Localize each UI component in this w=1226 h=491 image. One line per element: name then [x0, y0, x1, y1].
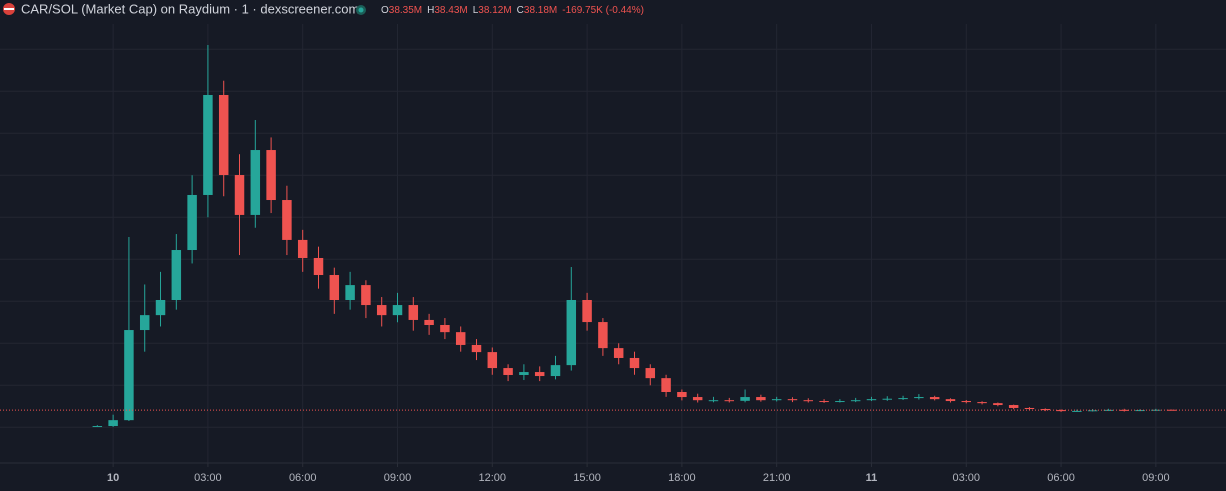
candle-body [771, 399, 782, 401]
x-tick-label: 10 [107, 472, 119, 484]
candle-body [1087, 410, 1098, 412]
candle-body [850, 400, 861, 402]
candle-body [471, 344, 482, 353]
x-tick-label: 03:00 [952, 472, 980, 484]
candle-body [993, 403, 1003, 406]
candle-body [455, 332, 466, 345]
candle-body [503, 368, 513, 375]
candle-body [1008, 405, 1019, 408]
legend-key: H [427, 5, 434, 16]
ohlc-legend: O38.35M H38.43M L38.12M C38.18M -169.75K (-0… [381, 5, 644, 16]
legend-key: O [381, 5, 389, 16]
candle-body [297, 239, 308, 258]
candle-body [1024, 407, 1035, 410]
candle-body [914, 397, 924, 399]
candle-body [929, 397, 940, 400]
candle-body [566, 300, 577, 366]
candle-body [139, 315, 150, 331]
candle-body [92, 426, 103, 428]
candle-body [756, 397, 766, 401]
x-tick-label: 18:00 [668, 472, 696, 484]
x-tick-label: 09:00 [384, 472, 412, 484]
candle-body [598, 322, 608, 349]
candle-body [692, 397, 703, 401]
x-tick-label: 15:00 [573, 472, 601, 484]
candle-body [1072, 410, 1082, 412]
candle-body [519, 372, 529, 375]
candle-body [487, 352, 498, 369]
candle-body [282, 200, 292, 240]
candle-body [724, 400, 735, 402]
candle-body [313, 257, 324, 276]
legend-value: 38.43M [434, 5, 467, 16]
candle-body [1166, 409, 1177, 411]
x-tick-label: 06:00 [1047, 472, 1075, 484]
x-tick-label: 03:00 [194, 472, 222, 484]
candle-body [961, 401, 972, 403]
candle-body [582, 300, 592, 323]
status-dot [358, 7, 364, 13]
candle-body [187, 194, 197, 251]
candle-body [108, 420, 118, 427]
candle-body [677, 392, 687, 398]
candle-body [945, 399, 956, 402]
candle-body [392, 305, 403, 316]
candle-body [124, 330, 134, 421]
candle-body [1119, 409, 1129, 411]
candle-body [898, 398, 908, 400]
legend-value: 38.35M [389, 5, 422, 16]
candle-body [866, 399, 877, 401]
candle-body [534, 372, 545, 377]
candle-body [218, 94, 229, 176]
legend-value: 38.12M [478, 5, 511, 16]
candle-body [787, 399, 798, 401]
candle-body [550, 365, 561, 377]
candle-body [361, 285, 371, 306]
candle-body [835, 401, 845, 403]
candle-body [203, 94, 213, 195]
candle-body [1040, 409, 1050, 411]
candle-body [740, 397, 750, 401]
chart-title: CAR/SOL (Market Cap) on Raydium · 1 · de… [21, 1, 359, 16]
candle-body [1056, 410, 1066, 412]
x-tick-label: 11 [866, 472, 878, 484]
candle-body [803, 400, 814, 402]
candle-body [345, 285, 355, 301]
candle-body [661, 378, 671, 393]
plot-area [0, 45, 1226, 428]
candle-body [440, 324, 450, 333]
candle-body [977, 402, 987, 404]
candle-body [171, 250, 182, 301]
x-tick-label: 21:00 [763, 472, 791, 484]
x-tick-label: 06:00 [289, 472, 317, 484]
legend-key: L [473, 5, 479, 16]
candle-body [819, 401, 829, 403]
x-tick-label: 09:00 [1142, 472, 1170, 484]
candle-body [266, 150, 276, 201]
candle-body [882, 398, 893, 400]
candle-body [645, 368, 656, 379]
legend-value: 38.18M [524, 5, 557, 16]
candle-body [613, 348, 624, 358]
candle-body [629, 357, 640, 369]
candle-body [1103, 409, 1114, 411]
candle-body [376, 305, 387, 316]
candle-body [329, 275, 340, 301]
x-tick-label: 12:00 [479, 472, 507, 484]
candle-body [408, 305, 419, 320]
candle-body [234, 175, 245, 215]
legend-key: C [517, 5, 524, 16]
candle-body [708, 400, 719, 402]
legend-change: -169.75K (-0.44%) [562, 5, 644, 16]
x-axis: 10 03:00 06:00 09:00 12:00 15:00 18:00 21:00 11 0… [0, 462, 1226, 484]
candle-body [155, 300, 166, 316]
candle-body [250, 150, 261, 215]
candle-body [424, 319, 434, 325]
token-icon-mark [4, 8, 14, 10]
